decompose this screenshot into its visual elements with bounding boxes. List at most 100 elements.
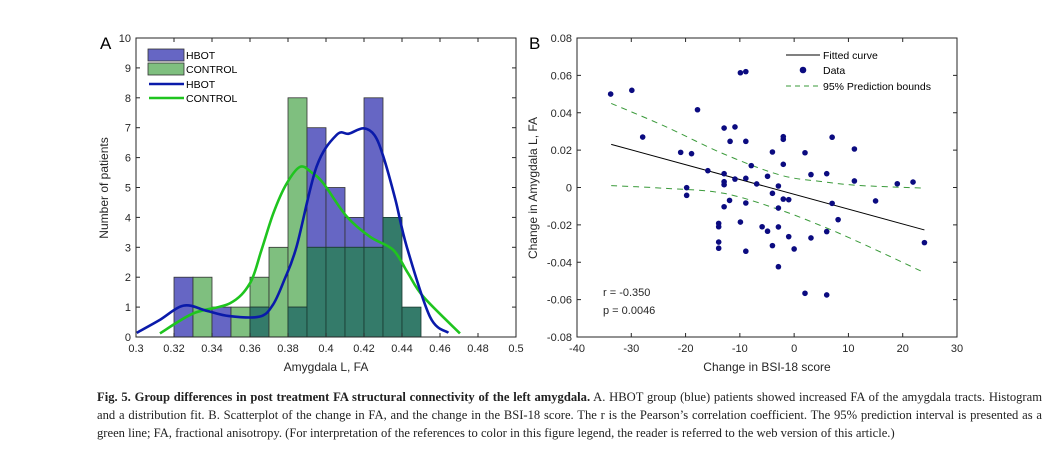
legend-label-data: Data [823, 65, 845, 77]
x-tick-label: 0.44 [391, 343, 412, 355]
data-point [823, 292, 830, 298]
data-point [715, 223, 722, 230]
data-point [688, 150, 695, 157]
fitted-line [611, 143, 925, 231]
data-point [764, 228, 771, 235]
bar-hbot [344, 216, 365, 248]
legend-label-control-line: CONTROL [186, 93, 237, 105]
data-point [791, 246, 797, 252]
y-tick-label: -0.02 [547, 220, 572, 232]
y-tick-label: 9 [125, 63, 131, 75]
p-value: p = 0.0046 [603, 305, 655, 317]
legend-swatch-control-bar [147, 62, 185, 76]
distribution-curves [136, 126, 461, 335]
data-point [683, 184, 690, 191]
x-tick-label: 0.3 [128, 343, 143, 355]
data-point [851, 178, 858, 184]
panel-b-scatter: B -40 -30 -20 -10 0 10 20 30 -0.08 -0.06 -0.04 -0.0… [526, 33, 963, 374]
y-tick-label: 4 [125, 212, 131, 224]
data-point [764, 173, 771, 180]
data-point [775, 263, 782, 270]
data-point [894, 180, 901, 187]
legend-swatch-hbot-bar [147, 48, 185, 62]
bar-overlap [363, 246, 384, 338]
data-point [823, 228, 830, 235]
data-point [910, 179, 916, 185]
figure-caption: Fig. 5. Group differences in post treatm… [97, 388, 1042, 442]
bar-hbot [363, 97, 384, 248]
data-point [785, 233, 792, 240]
bar-hbot [325, 187, 346, 248]
bar-overlap [325, 246, 346, 338]
data-point [721, 170, 727, 177]
data-point [769, 242, 776, 249]
data-point [802, 149, 808, 156]
bar-hbot [211, 306, 232, 338]
data-point [775, 205, 782, 211]
legend-label-control-bar: CONTROL [186, 64, 237, 76]
data-point [639, 134, 646, 140]
data-point [775, 183, 782, 189]
prediction-bound-lower [611, 185, 925, 274]
data-point [743, 138, 749, 145]
data-point [780, 136, 787, 143]
y-tick-label: 0 [566, 183, 572, 195]
data-point [872, 198, 879, 204]
fit-and-bounds [611, 102, 925, 274]
data-point [769, 190, 776, 197]
histogram-bars [173, 97, 422, 338]
data-point [721, 181, 727, 188]
y-tick-label: 0 [125, 332, 131, 344]
y-tick-label: 6 [125, 153, 131, 165]
bar-overlap [249, 306, 270, 338]
x-tick-label: -40 [569, 343, 585, 355]
panel-label-a: A [100, 34, 112, 53]
x-tick-label: -10 [732, 343, 748, 355]
data-point [743, 200, 749, 206]
legend-marker-data [799, 66, 807, 74]
data-point [683, 192, 690, 199]
legend-b: Fitted curve Data 95% Prediction bounds [786, 50, 931, 93]
data-point [715, 245, 722, 252]
data-point [607, 91, 614, 97]
data-point [921, 239, 928, 246]
data-point [808, 235, 814, 241]
data-point [829, 200, 835, 207]
data-point [721, 203, 727, 210]
y-tick-label: 2 [125, 272, 131, 284]
data-point [769, 149, 776, 155]
x-tick-label: 20 [897, 343, 909, 355]
x-tick-label: 0.34 [201, 343, 222, 355]
data-point [851, 146, 858, 152]
legend-label-hbot-bar: HBOT [186, 50, 216, 62]
y-tick-label: -0.08 [547, 332, 572, 344]
data-point [743, 68, 749, 75]
x-axis-label-a: Amygdala L, FA [284, 360, 369, 374]
data-point [737, 219, 744, 225]
correlation-r: r = -0.350 [603, 287, 650, 299]
legend-label-bounds: 95% Prediction bounds [823, 81, 931, 93]
y-tick-label: 0.02 [551, 145, 572, 157]
data-point [629, 87, 635, 94]
y-axis-label-a: Number of patients [97, 137, 111, 238]
data-point [780, 196, 787, 202]
bar-overlap [382, 216, 403, 338]
y-tick-label: -0.06 [547, 295, 572, 307]
caption-title: Fig. 5. Group differences in post treatm… [97, 390, 591, 404]
x-axis-label-b: Change in BSI-18 score [703, 360, 831, 374]
y-tick-label: 0.06 [551, 70, 572, 82]
x-tick-label: 0.36 [239, 343, 260, 355]
curve-hbot [136, 126, 450, 334]
data-point [753, 181, 760, 187]
data-point [829, 134, 835, 141]
data-point [727, 138, 733, 145]
data-point [677, 149, 684, 156]
figure-canvas: A 0.3 0.32 0.34 0.36 0.38 0.4 0.42 0.44 0.46 0.48… [97, 33, 963, 374]
y-tick-label: 1 [125, 302, 131, 314]
axis-ticks-a: 0.3 0.32 0.34 0.36 0.38 0.4 0.42 0.44 0.46 0.48 0.… [119, 33, 524, 355]
y-tick-label: 0.08 [551, 33, 572, 45]
data-point [715, 239, 722, 245]
data-point [726, 197, 733, 204]
prediction-bound-upper [611, 102, 925, 189]
data-point [835, 216, 841, 223]
